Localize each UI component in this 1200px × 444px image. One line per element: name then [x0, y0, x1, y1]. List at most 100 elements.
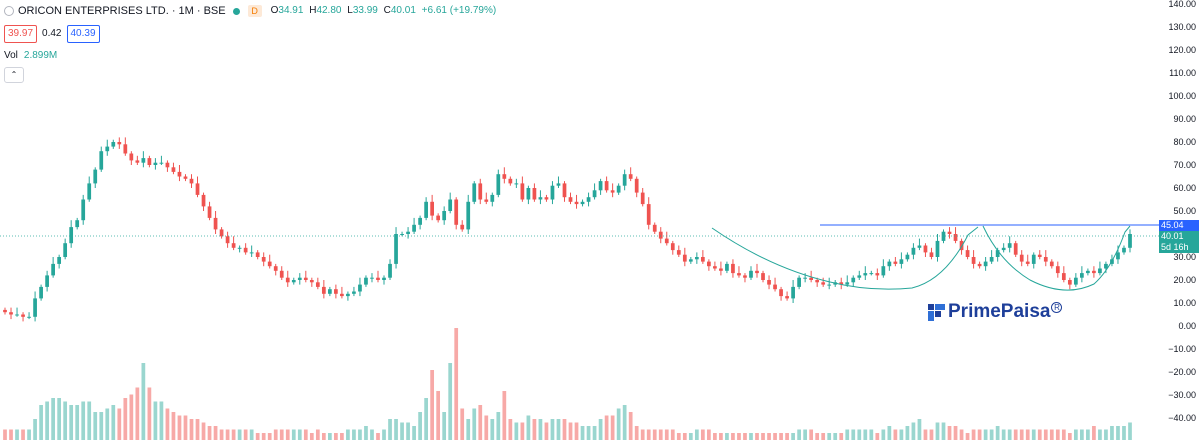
candle-body — [803, 277, 807, 279]
candle-body — [767, 280, 771, 285]
primepaisa-logo: PrimePaisa R — [928, 301, 1063, 323]
volume-bar — [285, 429, 290, 440]
volume-bar — [1092, 426, 1096, 440]
candle-body — [971, 257, 976, 264]
candle-body — [1122, 247, 1126, 253]
candle-body — [959, 240, 964, 251]
last-price-value: 40.01 — [1161, 231, 1184, 241]
volume-bar — [165, 408, 170, 440]
volume-bar — [682, 433, 687, 440]
bid-price[interactable]: 39.97 — [4, 25, 38, 43]
volume-bar — [406, 422, 410, 440]
volume-bar — [809, 429, 814, 440]
candle-body — [532, 188, 537, 200]
candle-body — [189, 178, 194, 184]
volume-bar — [1049, 429, 1054, 440]
price-axis-tick: 30.00 — [1173, 252, 1196, 262]
candles — [3, 137, 1132, 322]
candle-body — [249, 252, 254, 254]
volume-bar — [303, 429, 308, 440]
candle-body — [664, 238, 669, 244]
volume-bar — [911, 422, 916, 440]
candle-body — [382, 277, 386, 280]
candle-body — [328, 289, 332, 294]
candle-body — [153, 162, 158, 165]
candle-body — [725, 263, 729, 271]
volume-bar — [141, 363, 146, 440]
candle-body — [737, 273, 741, 276]
candle-body — [243, 247, 248, 253]
candle-body — [791, 286, 795, 299]
data-badge[interactable]: D — [247, 5, 262, 17]
price-axis[interactable]: 140.00 130.00 120.00 110.00 100.00 90.00 80.00… — [1168, 0, 1196, 423]
volume-bar — [364, 426, 368, 440]
price-axis-tick: 80.00 — [1173, 137, 1196, 147]
volume-bar — [69, 405, 74, 440]
candle-body — [520, 183, 525, 200]
volume-bar — [989, 429, 994, 440]
candle-body — [1013, 243, 1018, 255]
volume-bar — [514, 422, 519, 440]
candle-body — [57, 257, 62, 264]
volume-bar — [1055, 429, 1060, 440]
candle-body — [502, 174, 507, 179]
volume-bar — [352, 429, 356, 440]
symbol-title[interactable]: ORICON ENTERPRISES LTD. · 1M · BSE — [18, 5, 226, 17]
volume-bar — [767, 433, 771, 440]
volume-bar — [75, 405, 80, 440]
ask-price[interactable]: 40.39 — [66, 25, 100, 43]
bar-countdown: 5d 16h — [1161, 242, 1189, 252]
registered-mark: R — [1051, 301, 1063, 313]
resistance-price-tag[interactable]: 45.04 — [1159, 220, 1199, 231]
volume-bar — [436, 391, 441, 440]
volume-bar — [382, 429, 386, 440]
volume-bar — [213, 426, 218, 440]
volume-bar — [195, 419, 200, 440]
candle-body — [652, 224, 657, 232]
candle-body — [1098, 268, 1102, 274]
volume-bar — [231, 429, 236, 440]
volume-bar — [935, 422, 940, 440]
candle-body — [929, 252, 934, 257]
volume-bar — [388, 419, 392, 440]
candle-body — [165, 162, 170, 168]
volume-bar — [225, 429, 230, 440]
volume-bar — [1086, 429, 1090, 440]
last-price-tag[interactable]: 40.01 5d 16h — [1159, 231, 1199, 253]
candle-body — [983, 261, 988, 267]
volume-bar — [1007, 429, 1012, 440]
volume-bar — [737, 433, 741, 440]
candle-body — [761, 273, 765, 280]
candle-body — [941, 231, 946, 241]
candle-body — [646, 204, 651, 225]
candle-body — [508, 178, 513, 184]
candle-body — [809, 277, 814, 280]
candle-body — [454, 199, 459, 225]
candle-body — [797, 277, 801, 287]
volume-bar — [538, 419, 543, 440]
price-axis-tick: 10.00 — [1173, 298, 1196, 308]
candle-body — [887, 261, 892, 267]
volume-bar — [532, 419, 537, 440]
market-status-icon[interactable] — [232, 7, 240, 15]
candle-body — [1019, 254, 1024, 262]
volume-bar — [574, 422, 579, 440]
volume-bar — [544, 422, 549, 440]
volume-bar — [243, 429, 248, 440]
open-key: O — [270, 5, 279, 16]
candle-body — [466, 201, 471, 230]
candle-body — [550, 185, 555, 200]
candle-body — [700, 257, 705, 262]
volume-bar — [135, 387, 140, 440]
collapse-legend-button[interactable]: ⌃ — [4, 67, 24, 83]
candle-body — [1073, 277, 1078, 285]
volume-bar — [129, 394, 134, 440]
legend-row-symbol: ORICON ENTERPRISES LTD. · 1M · BSE D O34… — [4, 4, 499, 18]
candle-body — [634, 178, 639, 193]
candle-body — [851, 277, 856, 283]
cup-pattern-2 — [982, 225, 1131, 291]
volume-bar — [147, 387, 152, 440]
volume-bar — [460, 408, 465, 440]
volume-bar — [803, 429, 807, 440]
